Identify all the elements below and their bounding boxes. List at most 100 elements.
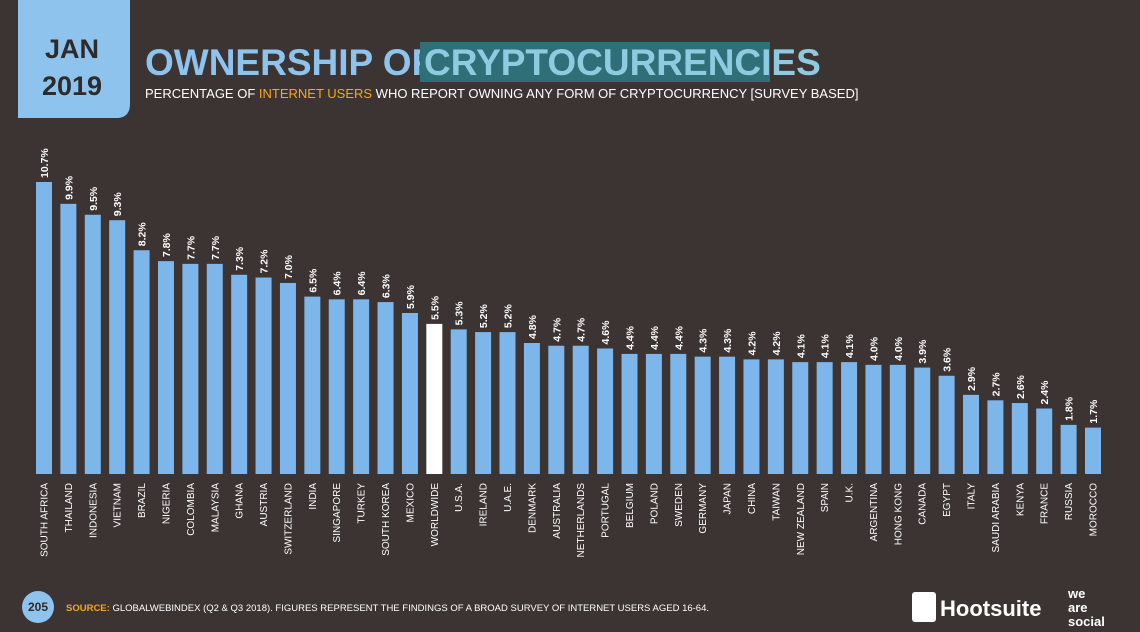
- badge-month: JAN: [45, 34, 99, 64]
- page-badge: [22, 591, 54, 623]
- value-label: 4.1%: [820, 334, 832, 359]
- x-tick-label: RUSSIA: [1064, 483, 1075, 521]
- value-label: 7.2%: [259, 249, 271, 274]
- bar: [889, 364, 906, 474]
- value-label: 4.0%: [868, 336, 880, 361]
- x-tick-label: AUSTRIA: [259, 483, 270, 527]
- bar-chart: 10.7% SOUTH AFRICA 9.9% THAILAND 9.5% INDONES…: [36, 148, 1101, 557]
- bar: [450, 329, 467, 474]
- bar: [572, 345, 589, 474]
- bar: [157, 261, 174, 474]
- x-tick-label: IRELAND: [479, 483, 490, 526]
- bar: [719, 356, 736, 474]
- x-tick-label: EGYPT: [942, 483, 953, 517]
- value-label: 10.7%: [39, 148, 51, 178]
- value-label: 4.3%: [698, 328, 710, 353]
- value-label: 5.9%: [405, 284, 417, 309]
- x-tick-label: INDONESIA: [88, 483, 99, 538]
- source-label: SOURCE:: [66, 603, 110, 614]
- value-label: 3.6%: [942, 347, 954, 372]
- subtitle-part1: PERCENTAGE OF: [145, 86, 259, 101]
- page-number: 205: [28, 600, 48, 614]
- value-label: 4.4%: [624, 325, 636, 350]
- x-tick-label: COLOMBIA: [186, 483, 197, 536]
- value-label: 6.4%: [332, 271, 344, 296]
- bar: [841, 362, 858, 474]
- source-text: GLOBALWEBINDEX (Q2 & Q3 2018). FIGURES R…: [110, 603, 709, 614]
- value-label: 4.4%: [649, 325, 661, 350]
- bar: [109, 220, 126, 474]
- bar: [523, 343, 540, 474]
- brand-are: are: [1068, 600, 1088, 615]
- bar: [792, 362, 809, 474]
- bar: [206, 263, 223, 474]
- bar: [767, 359, 784, 474]
- brand-we: we: [1067, 586, 1085, 601]
- x-tick-label: WORLDWIDE: [430, 483, 441, 547]
- x-tick-label: U.A.E.: [503, 483, 514, 512]
- x-tick-label: POLAND: [649, 483, 660, 524]
- bar: [475, 332, 492, 474]
- value-label: 5.5%: [429, 295, 441, 320]
- value-label: 4.1%: [844, 334, 856, 359]
- value-label: 6.3%: [381, 273, 393, 298]
- value-label: 2.9%: [966, 366, 978, 391]
- bar: [645, 353, 662, 474]
- x-tick-label: SINGAPORE: [332, 483, 343, 543]
- bar: [304, 296, 321, 474]
- value-label: 6.4%: [356, 271, 368, 296]
- value-label: 5.3%: [454, 301, 466, 326]
- x-tick-label: FRANCE: [1040, 483, 1051, 524]
- bar: [621, 353, 638, 474]
- value-label: 2.6%: [1015, 374, 1027, 399]
- bar: [1036, 408, 1053, 474]
- value-label: 4.6%: [600, 320, 612, 345]
- bar: [963, 394, 980, 474]
- x-tick-label: ARGENTINA: [869, 483, 880, 542]
- x-tick-label: CANADA: [918, 483, 929, 525]
- value-label: 9.9%: [63, 175, 75, 200]
- value-label: 4.7%: [551, 317, 563, 342]
- bar: [743, 359, 760, 474]
- value-label: 5.2%: [478, 303, 490, 328]
- title-part2: CRYPTOCURRENCIES: [424, 42, 821, 83]
- bar: [816, 362, 833, 474]
- bar: [1060, 424, 1077, 474]
- x-tick-label: KENYA: [1015, 483, 1026, 516]
- bar: [1011, 403, 1028, 474]
- badge-year: 2019: [42, 71, 102, 101]
- bar: [401, 312, 418, 474]
- x-tick-label: INDIA: [308, 483, 319, 510]
- brand-social: social: [1068, 614, 1105, 629]
- x-tick-label: TAIWAN: [771, 483, 782, 521]
- x-tick-label: PORTUGAL: [601, 483, 612, 538]
- x-tick-label: NEW ZEALAND: [796, 483, 807, 555]
- bar: [597, 348, 614, 474]
- x-tick-label: MEXICO: [405, 483, 416, 523]
- value-label: 3.9%: [917, 339, 929, 364]
- subtitle: PERCENTAGE OF INTERNET USERS WHO REPORT …: [145, 86, 858, 101]
- bar: [670, 353, 687, 474]
- value-label: 4.8%: [527, 314, 539, 339]
- x-tick-label: BELGIUM: [625, 483, 636, 528]
- bar: [182, 263, 199, 474]
- value-label: 4.2%: [746, 331, 758, 356]
- x-tick-label: MOROCCO: [1089, 483, 1100, 537]
- value-label: 1.7%: [1088, 399, 1100, 424]
- bar: [694, 356, 711, 474]
- bar: [231, 274, 248, 474]
- value-label: 4.0%: [893, 336, 905, 361]
- title-highlight: [420, 42, 770, 82]
- bar: [426, 323, 443, 474]
- bar: [938, 375, 955, 474]
- value-label: 7.7%: [185, 235, 197, 260]
- bar: [255, 277, 272, 474]
- value-label: 4.2%: [771, 331, 783, 356]
- value-label: 5.2%: [503, 303, 515, 328]
- x-tick-label: AUSTRALIA: [552, 483, 563, 539]
- bar: [279, 282, 296, 474]
- bar: [84, 214, 101, 474]
- value-label: 8.2%: [137, 222, 149, 247]
- x-tick-label: SPAIN: [820, 483, 831, 512]
- x-tick-label: DENMARK: [527, 483, 538, 533]
